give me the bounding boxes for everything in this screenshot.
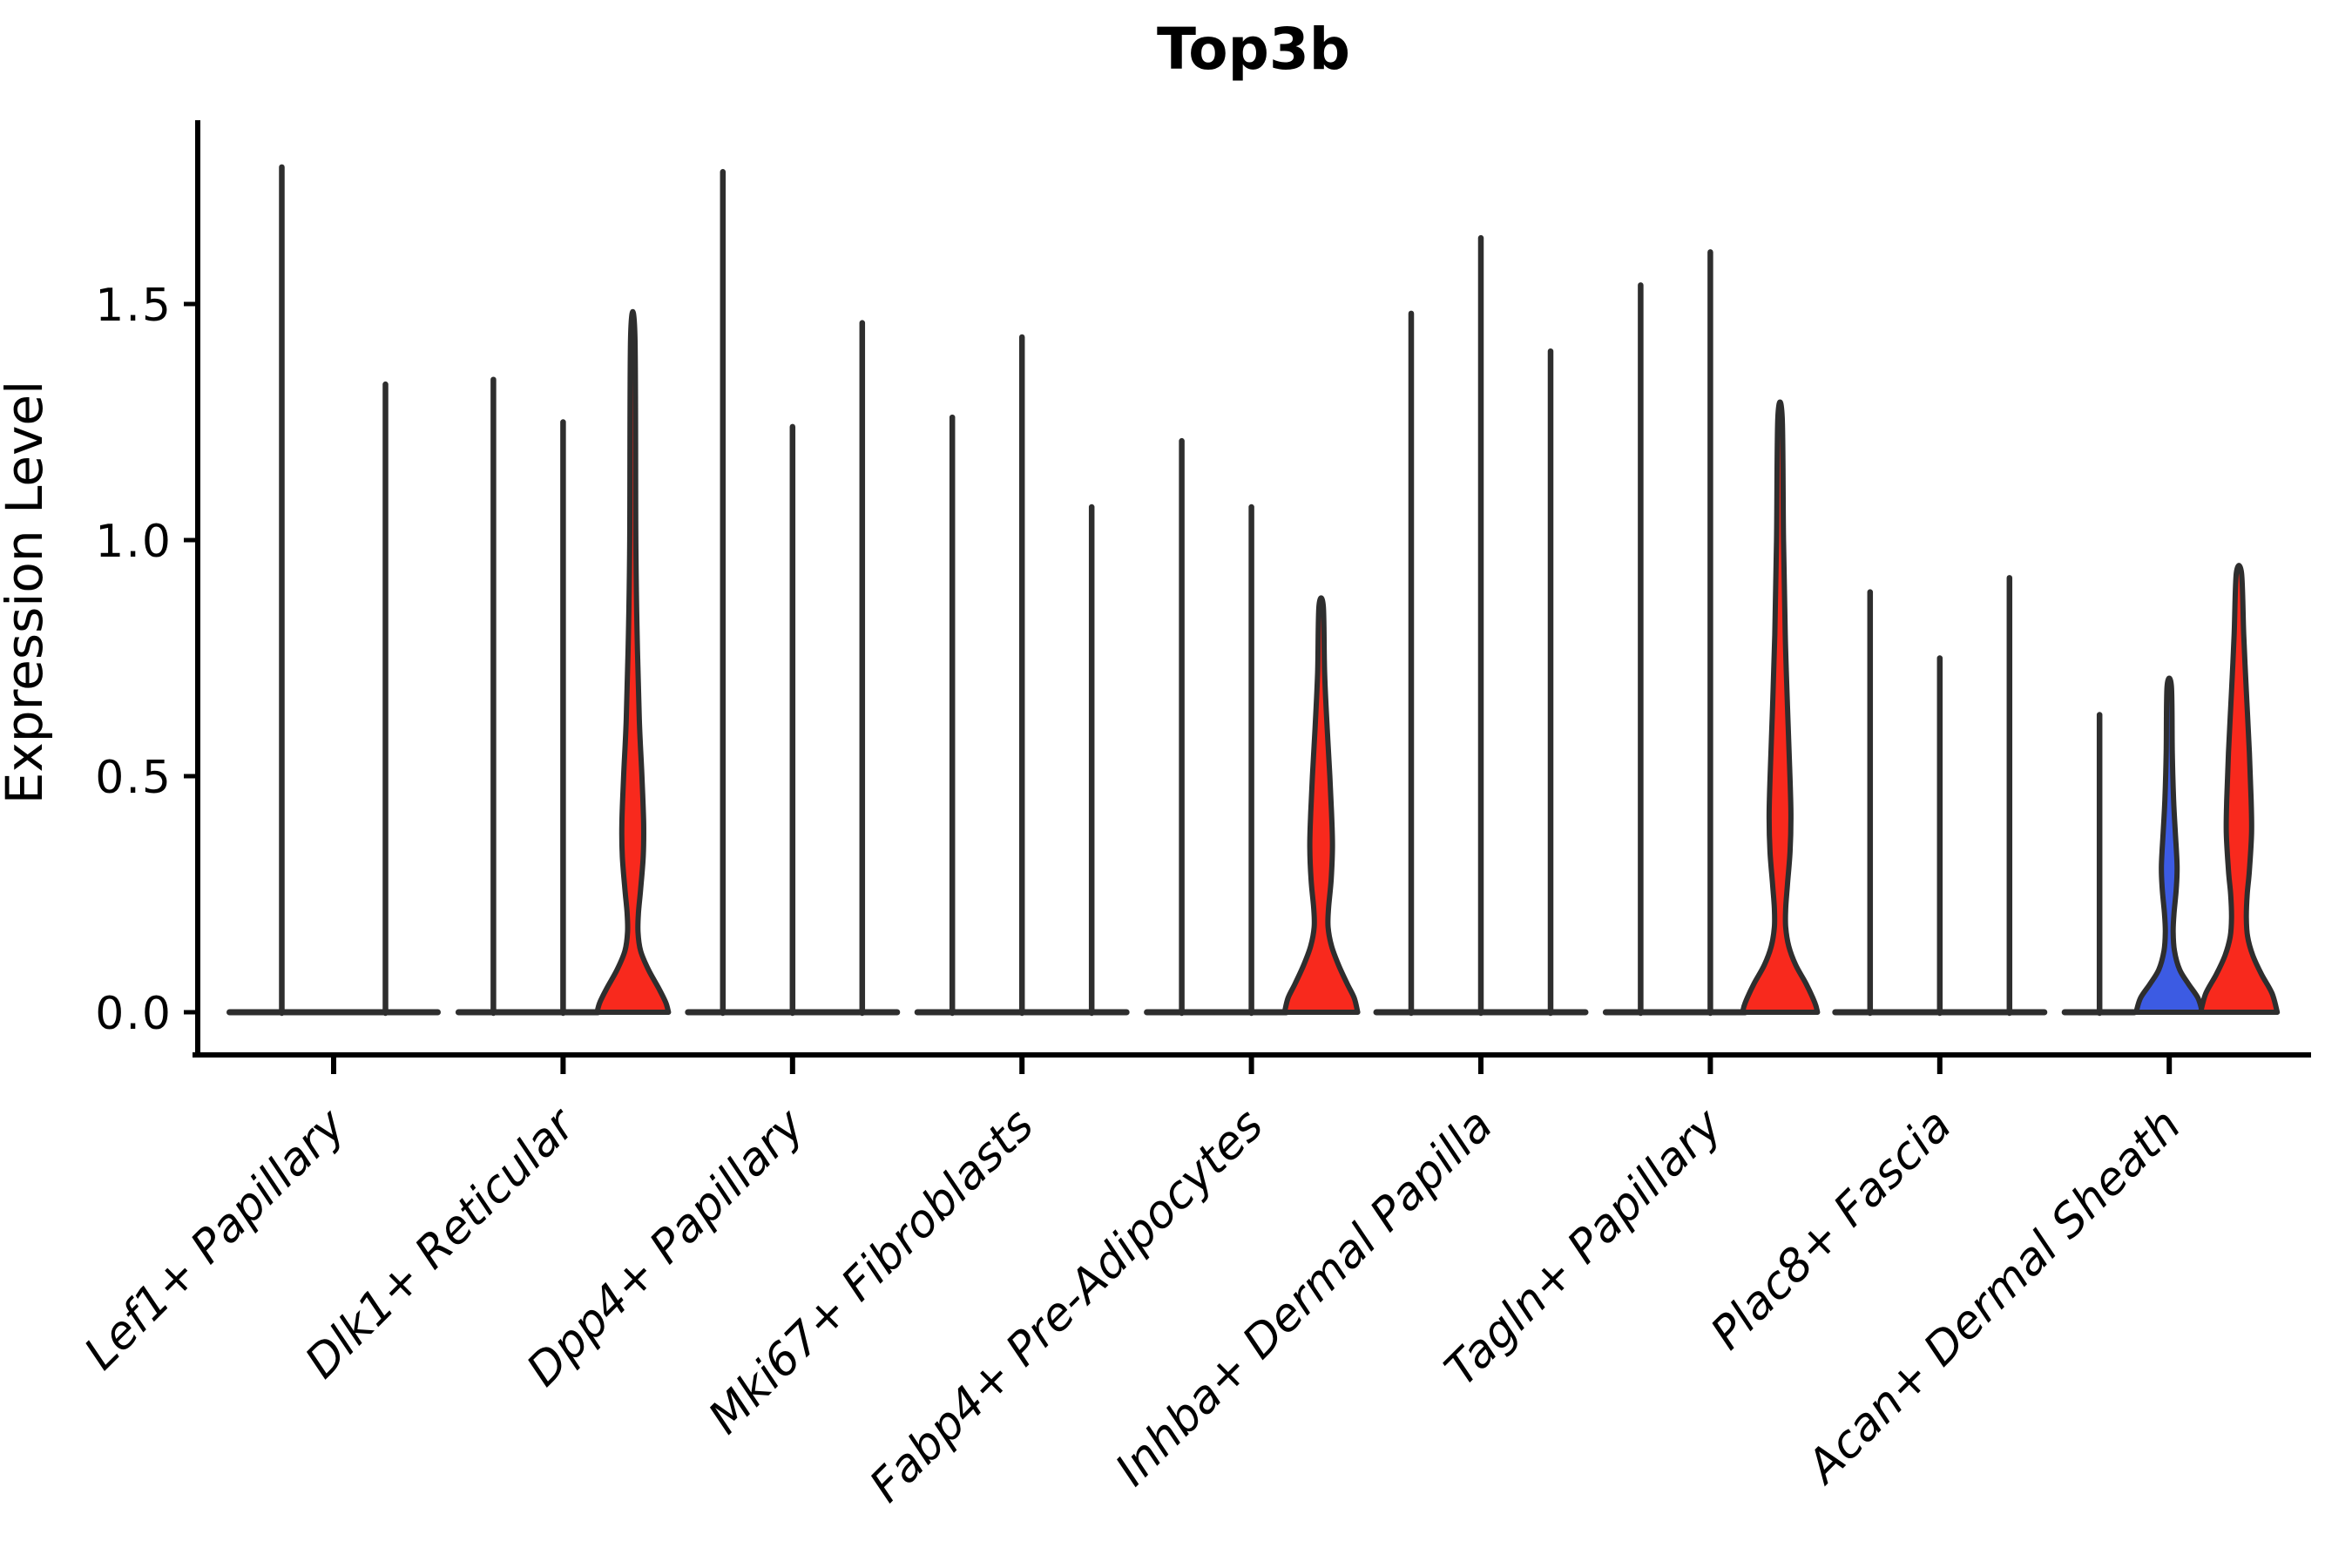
y-tick-label: 1.0 (95, 516, 172, 568)
x-tick-label: Acan+ Dermal Sheath (1795, 1099, 2191, 1495)
violin-blue (2133, 675, 2206, 1015)
plot-title: Top3b (1156, 16, 1351, 83)
y-tick-label: 0.5 (95, 752, 172, 804)
violin-red (594, 309, 672, 1015)
x-tick-label: Inhba+ Dermal Papilla (1105, 1099, 1503, 1497)
y-tick-label: 1.5 (95, 280, 172, 332)
x-tick-label: Plac8+ Fascia (1701, 1099, 1962, 1360)
violin-red (2198, 563, 2281, 1015)
y-tick-label: 0.0 (95, 988, 172, 1040)
violin-red (1281, 595, 1361, 1015)
x-tick-label: Fabp4+ Pre-Adipocytes (860, 1099, 1274, 1513)
violin-red (1740, 399, 1821, 1015)
